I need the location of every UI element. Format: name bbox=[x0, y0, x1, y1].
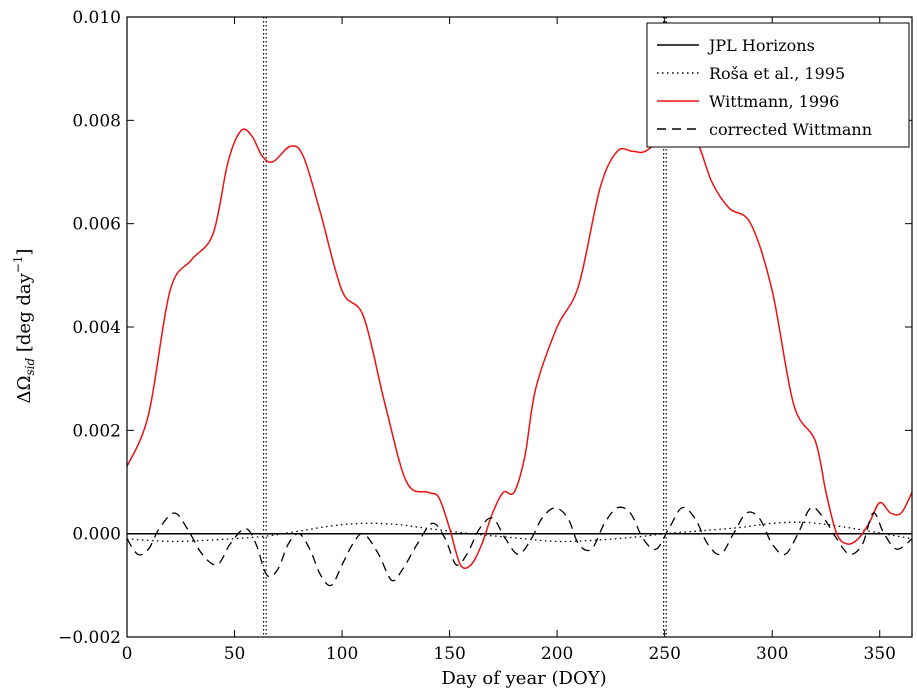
x-tick-label: 200 bbox=[541, 644, 573, 664]
y-axis-label-unit: [deg day bbox=[14, 272, 35, 357]
y-axis-label-close: ] bbox=[14, 249, 35, 256]
series-line-corrected-wittmann bbox=[126, 506, 913, 587]
x-tick-label: 250 bbox=[648, 644, 680, 664]
y-axis-label-main: ΔΩ bbox=[14, 376, 35, 404]
y-axis-label-sup: −1 bbox=[11, 256, 25, 274]
x-tick-label: 50 bbox=[224, 644, 246, 664]
x-tick-label: 300 bbox=[756, 644, 788, 664]
x-axis-label: Day of year (DOY) bbox=[441, 668, 606, 689]
y-tick-label: 0.004 bbox=[72, 318, 121, 338]
legend-box bbox=[646, 22, 910, 148]
y-axis-label: ΔΩsid [deg day−1] bbox=[11, 249, 37, 404]
y-tick-label: 0.008 bbox=[72, 111, 121, 131]
legend-label: corrected Wittmann bbox=[709, 120, 872, 139]
x-tick-label: 350 bbox=[864, 644, 896, 664]
y-axis-label-sub: sid bbox=[23, 358, 37, 376]
axis-ticks: 0 50 100 150 200 250 300 350 −0.002 0.000 0.002 0.0… bbox=[58, 8, 912, 664]
y-tick-label: 0.010 bbox=[72, 8, 121, 28]
y-tick-label: 0.002 bbox=[72, 421, 121, 441]
x-tick-label: 0 bbox=[122, 644, 133, 664]
legend: JPL Horizons Roša et al., 1995 Wittmann, 1… bbox=[646, 22, 910, 148]
x-tick-label: 100 bbox=[326, 644, 358, 664]
legend-label: JPL Horizons bbox=[707, 36, 815, 55]
legend-label: Roša et al., 1995 bbox=[709, 64, 845, 83]
y-tick-label: 0.006 bbox=[72, 215, 121, 235]
y-tick-label: 0.000 bbox=[72, 525, 121, 545]
x-tick-label: 150 bbox=[433, 644, 465, 664]
plot-marks bbox=[126, 17, 913, 637]
series-line-ro-a-et-al-1995 bbox=[126, 521, 913, 543]
y-tick-label: −0.002 bbox=[58, 628, 121, 648]
legend-label: Wittmann, 1996 bbox=[709, 92, 839, 111]
series-line-wittmann-1996 bbox=[126, 124, 913, 569]
